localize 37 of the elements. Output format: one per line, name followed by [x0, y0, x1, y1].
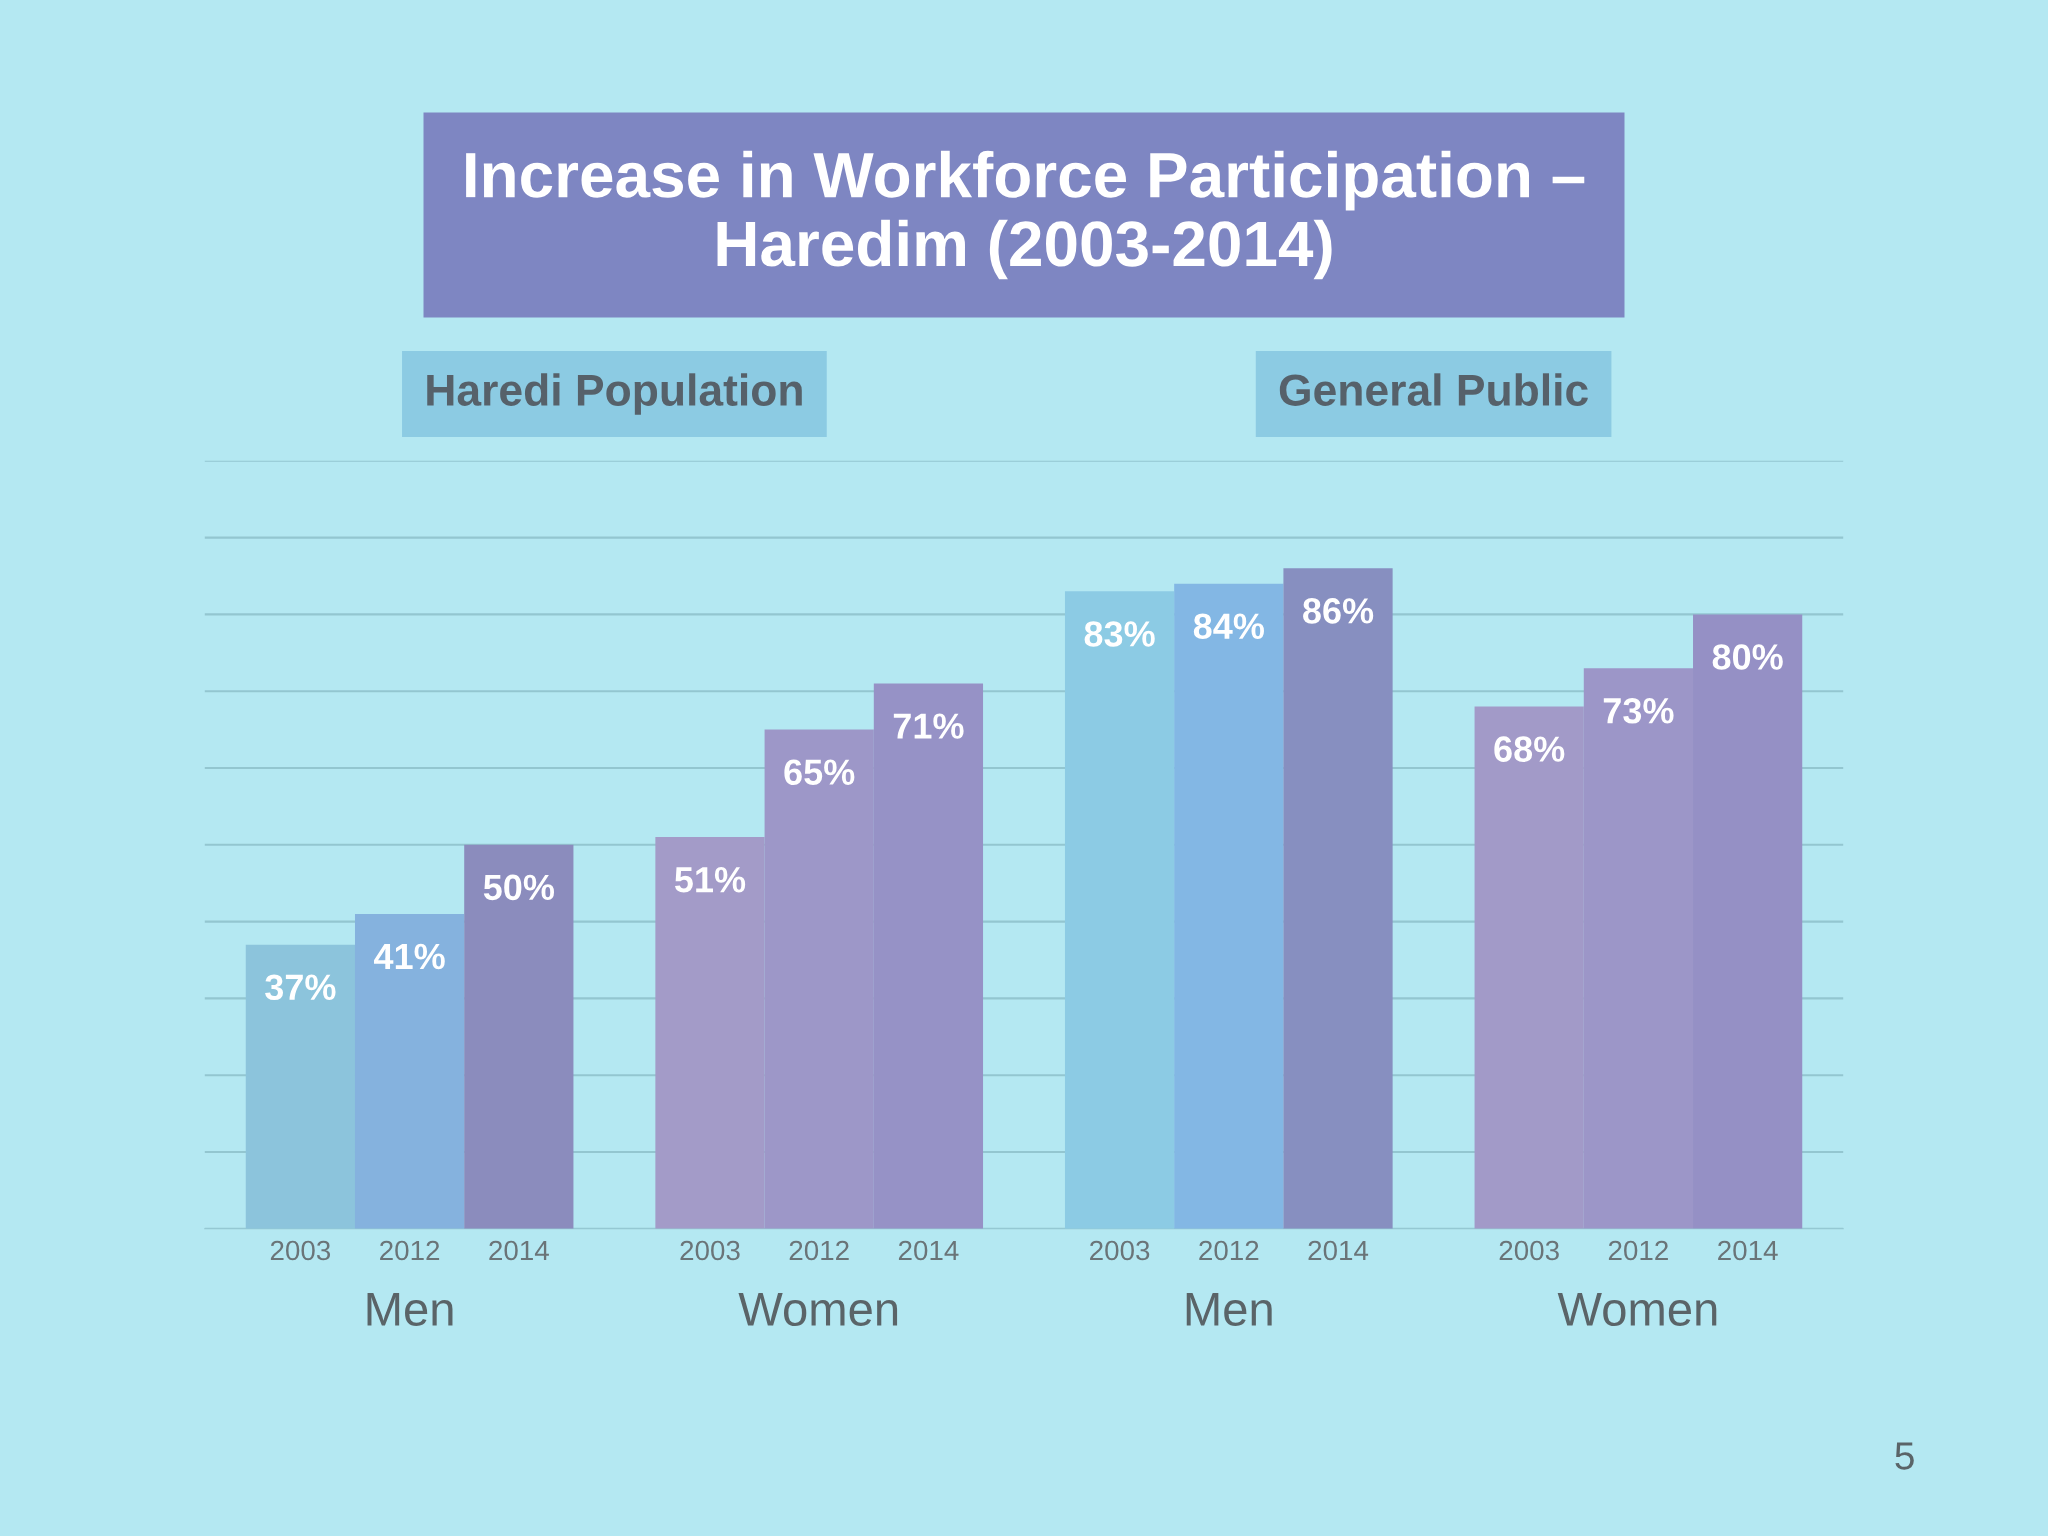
text: 2012 [1199, 1240, 1259, 1261]
data-label: 68% [1494, 736, 1565, 762]
bar [1064, 591, 1175, 1229]
x-tick-label: Men [367, 1293, 453, 1326]
data-label: 41% [374, 943, 445, 970]
text: 2003 [1090, 1240, 1150, 1261]
text: 2012 [789, 1240, 849, 1261]
series-label: 2003 [270, 1240, 331, 1261]
x-tick-label: Women [738, 1293, 898, 1326]
data-label: 84% [1193, 613, 1264, 640]
data-label: 71% [893, 713, 964, 739]
x-tick-label: Men [1186, 1293, 1272, 1326]
data-label: 50% [483, 874, 555, 901]
text: 2014 [898, 1240, 959, 1261]
data-label: 80% [1712, 644, 1783, 670]
text: 2012 [1608, 1240, 1668, 1261]
text: 2003 [680, 1240, 740, 1261]
text: Haredi Population [427, 373, 802, 415]
bar [1283, 568, 1393, 1229]
data-label: 65% [784, 759, 855, 785]
text: 2014 [1718, 1240, 1778, 1261]
text: General Public [1279, 373, 1588, 406]
chart-title: Increase in Workforce Participation – Haredim (2003-2014) [466, 150, 1585, 280]
x-tick-label: Women [1557, 1293, 1717, 1326]
data-label: 73% [1603, 697, 1674, 724]
data-label: 51% [674, 867, 746, 893]
bar [1174, 583, 1284, 1229]
bar [354, 913, 465, 1229]
text: 2003 [1499, 1240, 1559, 1261]
series-label: 2014 [489, 1240, 549, 1261]
data-label: 86% [1303, 598, 1374, 624]
series-label: 2012 [380, 1240, 440, 1261]
data-label: 83% [1084, 621, 1155, 647]
text: 2014 [1308, 1240, 1369, 1261]
bar [464, 844, 574, 1229]
text: 5 [1895, 1442, 1914, 1470]
data-label: 37% [265, 974, 336, 1001]
